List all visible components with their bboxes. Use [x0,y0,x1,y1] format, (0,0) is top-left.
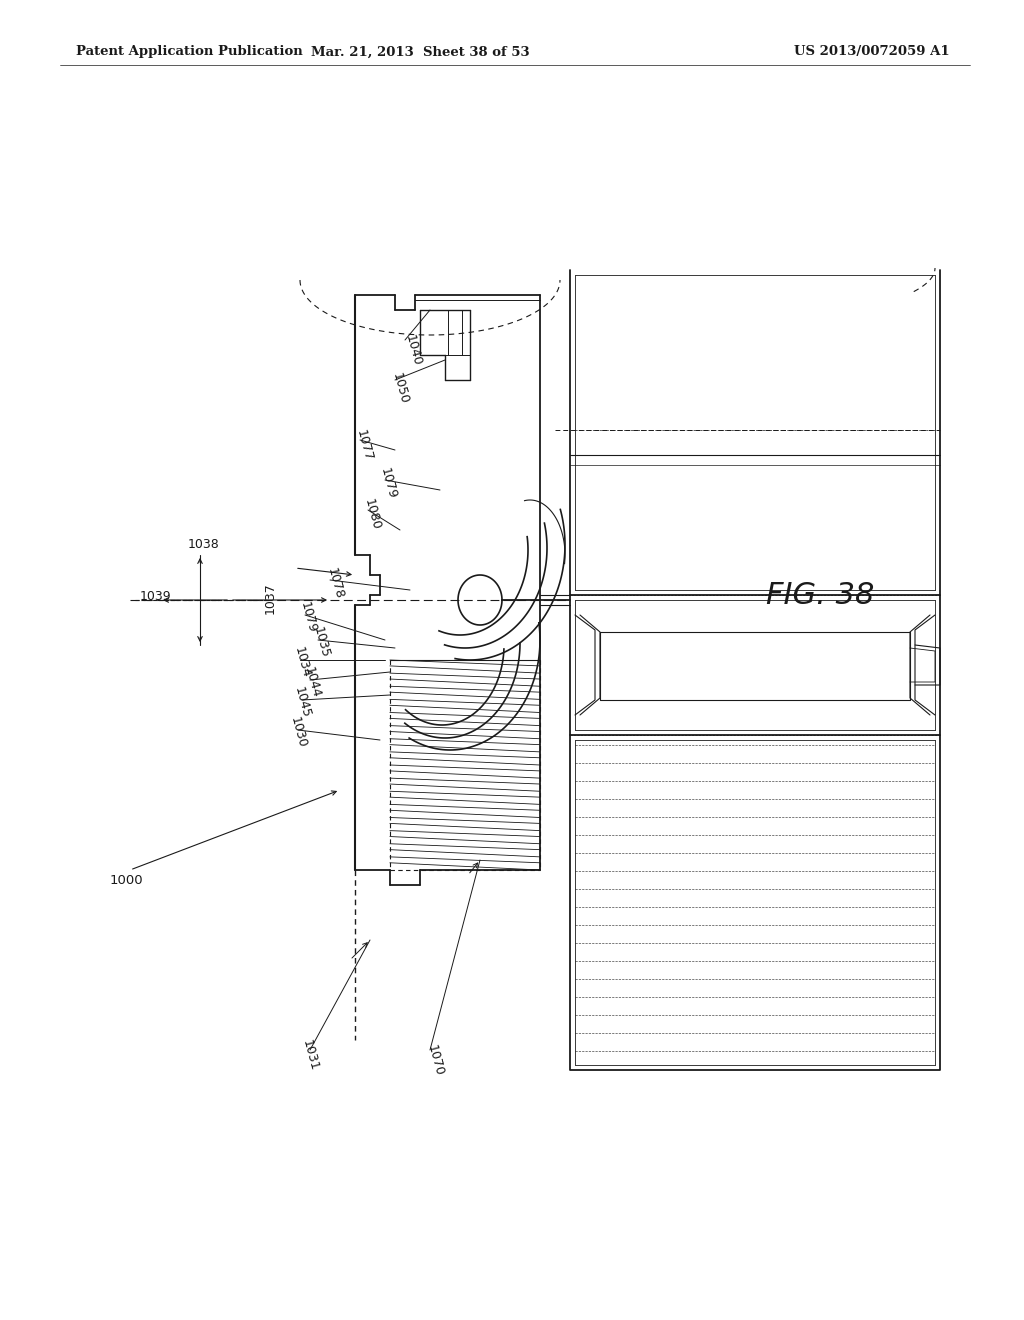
Text: 1044: 1044 [302,665,323,700]
Text: 1070: 1070 [425,1043,445,1077]
Text: 1037: 1037 [263,582,276,614]
Text: 1079: 1079 [298,601,318,634]
Text: 1050: 1050 [390,371,411,405]
Text: 1077: 1077 [354,428,375,462]
Text: 1080: 1080 [362,496,383,531]
Text: 1039: 1039 [140,590,172,602]
Text: 1079: 1079 [378,466,398,500]
Text: 1045: 1045 [292,685,312,719]
Text: 1040: 1040 [403,333,424,367]
Text: 1030: 1030 [288,715,309,748]
Text: 1038: 1038 [188,539,220,552]
Text: 1035: 1035 [311,624,332,659]
Text: 1078: 1078 [325,566,346,601]
Text: 1034: 1034 [292,645,312,678]
Text: 1031: 1031 [300,1038,321,1072]
Text: Mar. 21, 2013  Sheet 38 of 53: Mar. 21, 2013 Sheet 38 of 53 [310,45,529,58]
Text: Patent Application Publication: Patent Application Publication [76,45,303,58]
Text: FIG. 38: FIG. 38 [766,581,874,610]
Text: US 2013/0072059 A1: US 2013/0072059 A1 [795,45,950,58]
Text: 1000: 1000 [110,874,143,887]
